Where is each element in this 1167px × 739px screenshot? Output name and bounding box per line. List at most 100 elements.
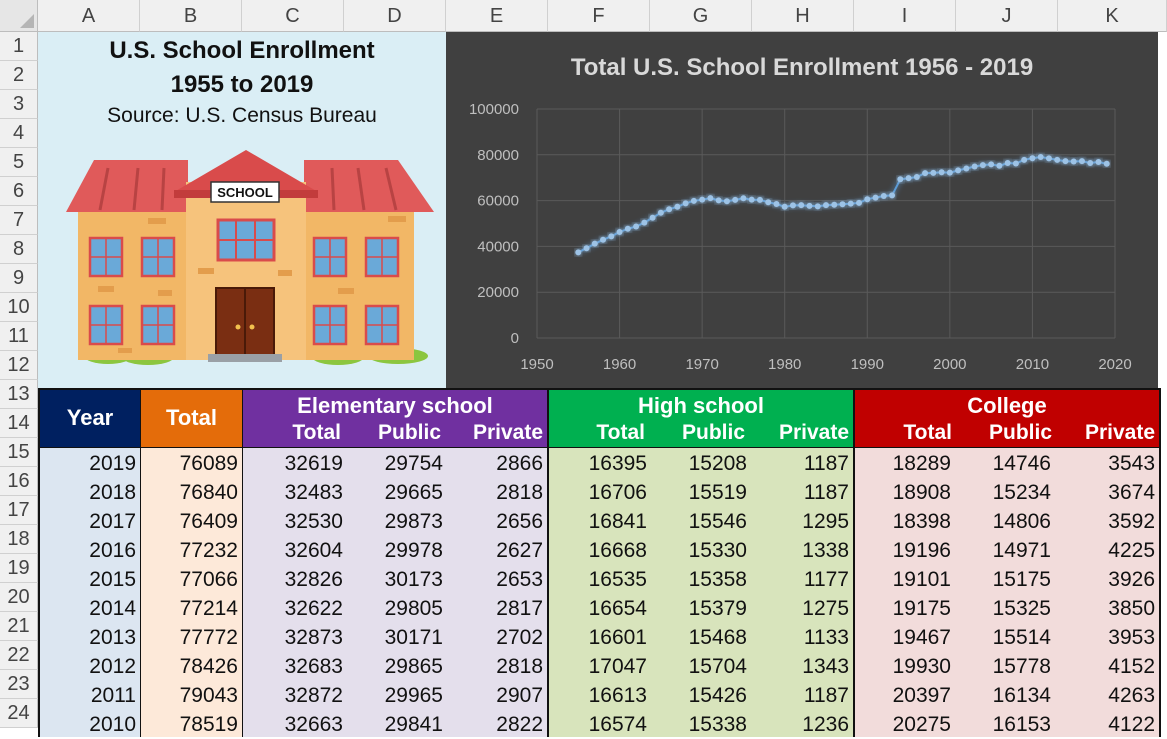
column-header-j[interactable]: J bbox=[956, 0, 1058, 32]
cell-high-total[interactable]: 16395 bbox=[588, 452, 647, 475]
column-header-b[interactable]: B bbox=[140, 0, 242, 32]
cell-elem-private[interactable]: 2627 bbox=[496, 539, 543, 562]
row-header-24[interactable]: 24 bbox=[0, 699, 38, 728]
cell-college-total[interactable]: 20275 bbox=[892, 713, 951, 736]
row-header-1[interactable]: 1 bbox=[0, 32, 38, 61]
cell-college-public[interactable]: 16153 bbox=[992, 713, 1051, 736]
cell-year[interactable]: 2019 bbox=[89, 452, 136, 475]
row-header-4[interactable]: 4 bbox=[0, 119, 38, 148]
cell-high-private[interactable]: 1338 bbox=[802, 539, 849, 562]
cell-elem-total[interactable]: 32683 bbox=[284, 655, 343, 678]
cell-high-total[interactable]: 17047 bbox=[588, 655, 647, 678]
column-header-a[interactable]: A bbox=[38, 0, 140, 32]
cell-college-public[interactable]: 14971 bbox=[992, 539, 1051, 562]
cell-year[interactable]: 2016 bbox=[89, 539, 136, 562]
row-header-2[interactable]: 2 bbox=[0, 61, 38, 90]
cell-elem-total[interactable]: 32530 bbox=[284, 510, 343, 533]
cell-high-private[interactable]: 1187 bbox=[803, 452, 849, 475]
row-header-13[interactable]: 13 bbox=[0, 380, 38, 409]
cell-high-private[interactable]: 1177 bbox=[803, 568, 849, 591]
cell-college-private[interactable]: 4225 bbox=[1108, 539, 1155, 562]
cell-high-private[interactable]: 1133 bbox=[803, 626, 849, 649]
cell-year[interactable]: 2010 bbox=[89, 713, 136, 736]
cell-elem-private[interactable]: 2653 bbox=[496, 568, 543, 591]
cell-elem-total[interactable]: 32619 bbox=[284, 452, 343, 475]
cell-elem-public[interactable]: 29754 bbox=[384, 452, 443, 475]
cell-elem-private[interactable]: 2656 bbox=[496, 510, 543, 533]
cell-total[interactable]: 76840 bbox=[179, 481, 238, 504]
cell-college-private[interactable]: 3953 bbox=[1108, 626, 1155, 649]
cell-total[interactable]: 78426 bbox=[179, 655, 238, 678]
cell-elem-total[interactable]: 32622 bbox=[284, 597, 343, 620]
enrollment-chart[interactable]: Total U.S. School Enrollment 1956 - 2019… bbox=[446, 32, 1158, 388]
cell-high-public[interactable]: 15208 bbox=[688, 452, 747, 475]
cell-total[interactable]: 77066 bbox=[179, 568, 238, 591]
cell-elem-public[interactable]: 29865 bbox=[384, 655, 443, 678]
cell-college-private[interactable]: 3592 bbox=[1108, 510, 1155, 533]
cell-high-total[interactable]: 16535 bbox=[588, 568, 647, 591]
row-header-14[interactable]: 14 bbox=[0, 409, 38, 438]
cell-high-total[interactable]: 16841 bbox=[588, 510, 647, 533]
cell-total[interactable]: 76089 bbox=[179, 452, 238, 475]
cell-year[interactable]: 2018 bbox=[89, 481, 136, 504]
cell-elem-private[interactable]: 2817 bbox=[496, 597, 543, 620]
cell-elem-public[interactable]: 30171 bbox=[384, 626, 443, 649]
cell-high-public[interactable]: 15358 bbox=[688, 568, 747, 591]
cell-high-public[interactable]: 15704 bbox=[688, 655, 747, 678]
cell-high-public[interactable]: 15330 bbox=[688, 539, 747, 562]
cell-college-public[interactable]: 15175 bbox=[992, 568, 1051, 591]
cell-elem-private[interactable]: 2907 bbox=[496, 684, 543, 707]
row-header-21[interactable]: 21 bbox=[0, 612, 38, 641]
cell-college-total[interactable]: 18289 bbox=[892, 452, 951, 475]
cell-high-private[interactable]: 1275 bbox=[802, 597, 849, 620]
row-header-22[interactable]: 22 bbox=[0, 641, 38, 670]
cell-college-public[interactable]: 14806 bbox=[992, 510, 1051, 533]
cell-college-private[interactable]: 3543 bbox=[1108, 452, 1155, 475]
row-header-15[interactable]: 15 bbox=[0, 438, 38, 467]
cell-high-public[interactable]: 15338 bbox=[688, 713, 747, 736]
cell-college-total[interactable]: 19467 bbox=[892, 626, 951, 649]
row-header-5[interactable]: 5 bbox=[0, 148, 38, 177]
cell-high-total[interactable]: 16613 bbox=[588, 684, 647, 707]
cell-elem-public[interactable]: 30173 bbox=[384, 568, 443, 591]
cell-college-public[interactable]: 15234 bbox=[992, 481, 1051, 504]
cell-year[interactable]: 2012 bbox=[89, 655, 136, 678]
row-header-20[interactable]: 20 bbox=[0, 583, 38, 612]
cell-college-private[interactable]: 4263 bbox=[1108, 684, 1155, 707]
cell-college-private[interactable]: 4152 bbox=[1108, 655, 1155, 678]
cell-elem-total[interactable]: 32604 bbox=[284, 539, 343, 562]
cell-total[interactable]: 77772 bbox=[179, 626, 238, 649]
cell-elem-private[interactable]: 2702 bbox=[496, 626, 543, 649]
cell-high-total[interactable]: 16574 bbox=[588, 713, 647, 736]
cell-high-total[interactable]: 16706 bbox=[588, 481, 647, 504]
cell-high-public[interactable]: 15546 bbox=[688, 510, 747, 533]
row-header-8[interactable]: 8 bbox=[0, 235, 38, 264]
cell-elem-total[interactable]: 32826 bbox=[284, 568, 343, 591]
cell-elem-public[interactable]: 29665 bbox=[384, 481, 443, 504]
row-header-3[interactable]: 3 bbox=[0, 90, 38, 119]
column-header-i[interactable]: I bbox=[854, 0, 956, 32]
cell-elem-public[interactable]: 29805 bbox=[384, 597, 443, 620]
cell-high-public[interactable]: 15426 bbox=[688, 684, 747, 707]
cell-year[interactable]: 2015 bbox=[89, 568, 136, 591]
cell-elem-total[interactable]: 32663 bbox=[284, 713, 343, 736]
cell-total[interactable]: 77232 bbox=[179, 539, 238, 562]
column-header-h[interactable]: H bbox=[752, 0, 854, 32]
cell-college-total[interactable]: 18908 bbox=[892, 481, 951, 504]
select-all-button[interactable] bbox=[0, 0, 38, 32]
cell-high-total[interactable]: 16654 bbox=[588, 597, 647, 620]
row-header-19[interactable]: 19 bbox=[0, 554, 38, 583]
row-header-11[interactable]: 11 bbox=[0, 322, 38, 351]
cell-high-total[interactable]: 16668 bbox=[588, 539, 647, 562]
cell-year[interactable]: 2014 bbox=[89, 597, 136, 620]
cell-year[interactable]: 2017 bbox=[89, 510, 136, 533]
cell-high-public[interactable]: 15519 bbox=[688, 481, 747, 504]
cell-high-private[interactable]: 1343 bbox=[802, 655, 849, 678]
cell-elem-private[interactable]: 2818 bbox=[496, 481, 543, 504]
cell-total[interactable]: 78519 bbox=[179, 713, 238, 736]
cell-elem-public[interactable]: 29841 bbox=[384, 713, 443, 736]
cell-elem-private[interactable]: 2822 bbox=[496, 713, 543, 736]
cell-high-private[interactable]: 1187 bbox=[803, 481, 849, 504]
row-header-10[interactable]: 10 bbox=[0, 293, 38, 322]
cell-high-public[interactable]: 15468 bbox=[688, 626, 747, 649]
